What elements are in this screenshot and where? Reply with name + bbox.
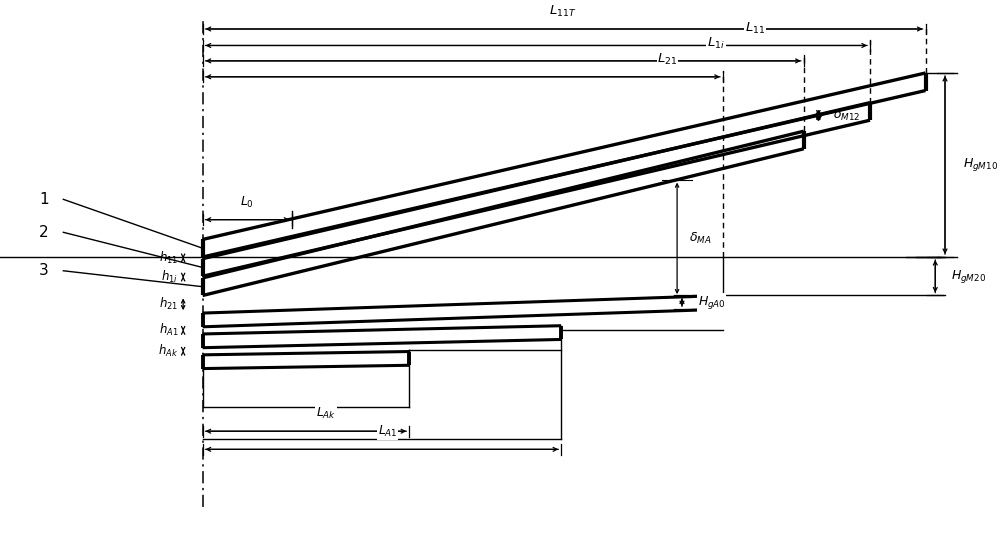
Text: 3: 3 [39, 263, 49, 278]
Text: 2: 2 [39, 225, 49, 240]
Text: $\delta_{MA}$: $\delta_{MA}$ [689, 231, 711, 246]
Text: $H_{gM20}$: $H_{gM20}$ [951, 268, 986, 285]
Text: $\delta_{M12}$: $\delta_{M12}$ [833, 107, 860, 122]
Text: $h_{A1}$: $h_{A1}$ [159, 322, 178, 338]
Text: $H_{gM10}$: $H_{gM10}$ [963, 156, 998, 174]
Text: $L_{Ak}$: $L_{Ak}$ [316, 406, 337, 422]
Text: 1: 1 [39, 192, 49, 207]
Text: $h_{11}$: $h_{11}$ [159, 250, 178, 266]
Text: $L_{11}$: $L_{11}$ [745, 20, 765, 36]
Text: $L_{11T}$: $L_{11T}$ [549, 4, 577, 19]
Text: $h_{1i}$: $h_{1i}$ [161, 269, 178, 285]
Text: $h_{Ak}$: $h_{Ak}$ [158, 343, 178, 359]
Text: $L_{21}$: $L_{21}$ [657, 52, 677, 67]
Text: $L_{A1}$: $L_{A1}$ [378, 424, 398, 440]
Text: $H_{gA0}$: $H_{gA0}$ [698, 294, 725, 311]
Text: $L_{1i}$: $L_{1i}$ [707, 36, 725, 51]
Text: $L_0$: $L_0$ [240, 195, 254, 210]
Text: $h_{21}$: $h_{21}$ [159, 296, 178, 312]
